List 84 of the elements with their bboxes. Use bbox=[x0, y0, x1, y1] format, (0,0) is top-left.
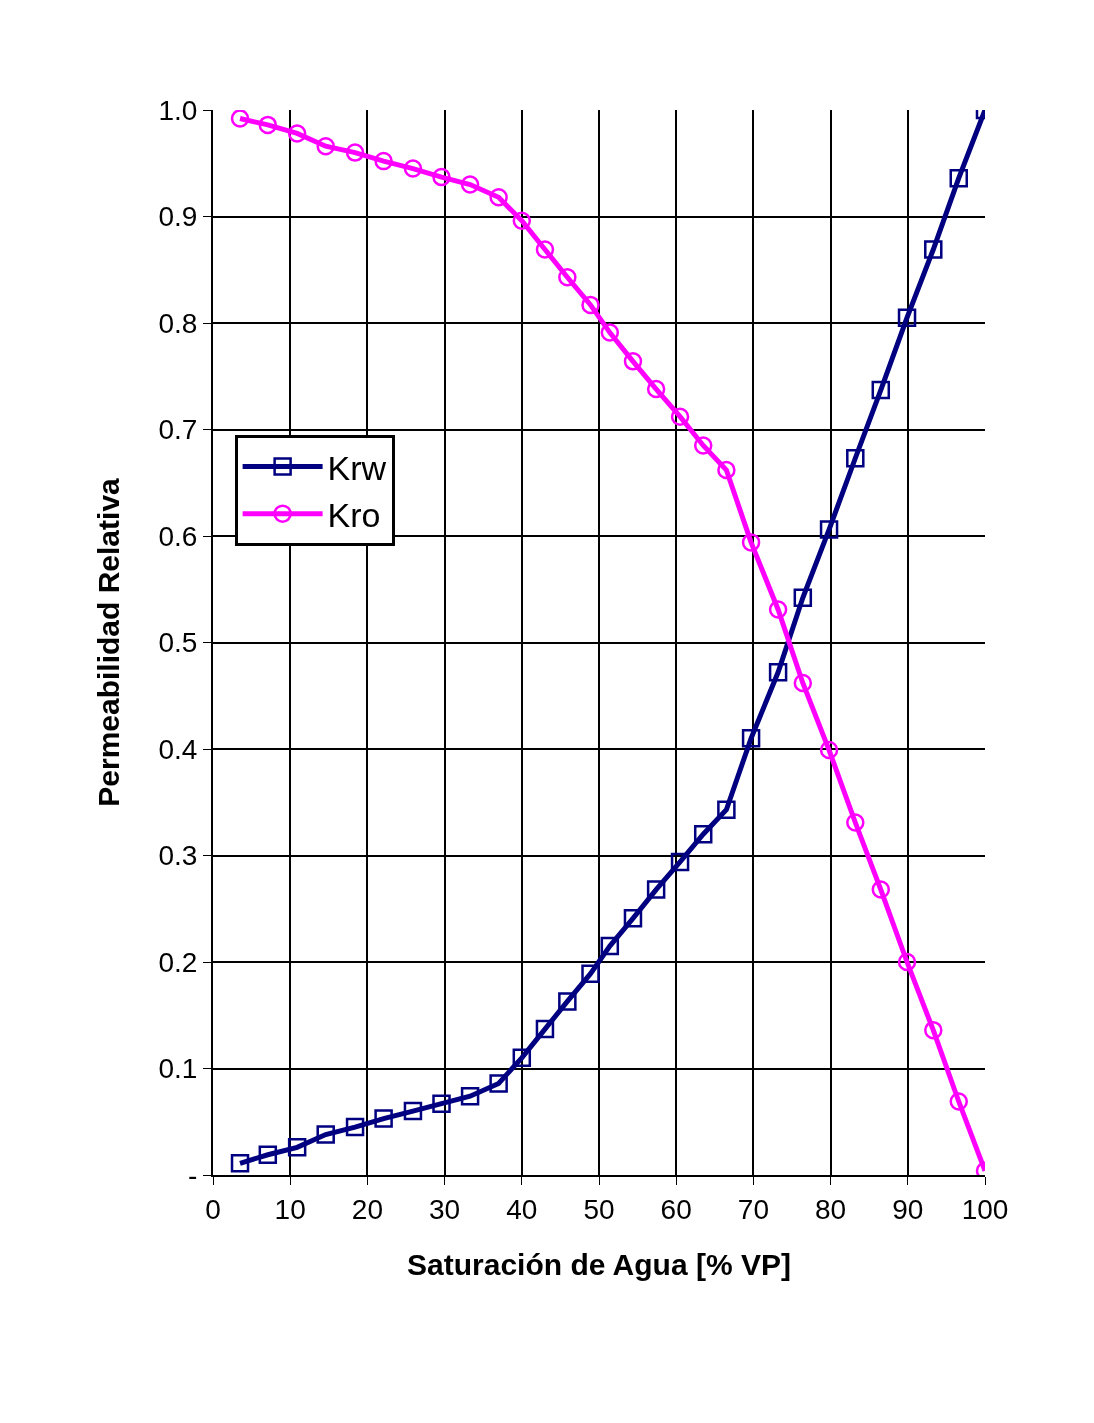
point bbox=[581, 964, 600, 983]
y-tick-label: 1.0 bbox=[158, 94, 198, 126]
point bbox=[846, 813, 865, 832]
point bbox=[512, 211, 532, 230]
y-tick-label: 0.9 bbox=[158, 201, 198, 233]
point bbox=[460, 1086, 480, 1106]
point bbox=[432, 167, 451, 187]
x-tick-label: 50 bbox=[583, 1193, 615, 1225]
y-tick-label: 0.1 bbox=[158, 1053, 198, 1085]
y-axis-title: Permeabilidad Relativa bbox=[91, 477, 125, 807]
point bbox=[535, 240, 555, 259]
x-tick-label: 40 bbox=[506, 1193, 538, 1225]
point bbox=[768, 663, 788, 682]
point bbox=[489, 188, 508, 207]
point bbox=[741, 729, 761, 748]
y-tick-label: 0.6 bbox=[158, 520, 198, 552]
x-tick-label: 90 bbox=[892, 1193, 924, 1225]
x-tick-label: 0 bbox=[205, 1193, 221, 1225]
point bbox=[871, 880, 891, 899]
point bbox=[793, 673, 813, 693]
point bbox=[558, 267, 577, 287]
x-tick-label: 100 bbox=[961, 1193, 1009, 1225]
y-tick-label: 0.5 bbox=[158, 627, 198, 659]
point bbox=[924, 1020, 943, 1040]
y-tick-label: - bbox=[188, 1159, 198, 1191]
x-tick-label: 80 bbox=[815, 1193, 847, 1225]
point bbox=[600, 323, 620, 342]
point bbox=[230, 110, 250, 128]
point bbox=[768, 600, 788, 619]
point bbox=[646, 379, 666, 399]
point bbox=[258, 115, 278, 135]
point bbox=[949, 168, 968, 188]
legend-label: Kro bbox=[327, 495, 381, 534]
point bbox=[287, 124, 307, 143]
point bbox=[403, 1101, 423, 1121]
point bbox=[374, 1109, 393, 1128]
point bbox=[558, 992, 577, 1011]
point bbox=[600, 936, 620, 956]
y-tick-label: 0.3 bbox=[158, 840, 198, 872]
legend-label: Krw bbox=[327, 448, 387, 487]
point bbox=[258, 1145, 278, 1165]
x-tick-label: 10 bbox=[274, 1193, 306, 1225]
point bbox=[897, 952, 917, 972]
point bbox=[316, 1125, 335, 1144]
x-tick-label: 30 bbox=[429, 1193, 461, 1225]
point bbox=[460, 175, 480, 194]
point bbox=[717, 460, 736, 480]
point bbox=[717, 800, 736, 819]
point bbox=[819, 520, 839, 539]
point bbox=[670, 407, 690, 426]
point bbox=[871, 380, 891, 400]
point bbox=[819, 740, 839, 760]
point bbox=[623, 352, 643, 371]
point bbox=[949, 1092, 968, 1111]
point bbox=[581, 295, 600, 315]
point bbox=[670, 852, 690, 872]
point bbox=[489, 1074, 508, 1093]
y-tick-label: 0.8 bbox=[158, 307, 198, 339]
x-tick-label: 20 bbox=[351, 1193, 383, 1225]
point bbox=[897, 308, 917, 327]
point bbox=[512, 1048, 532, 1068]
point bbox=[646, 880, 666, 899]
y-tick-label: 0.4 bbox=[158, 733, 198, 765]
point bbox=[693, 824, 713, 844]
point bbox=[287, 1138, 307, 1157]
point bbox=[403, 159, 423, 178]
x-tick-label: 60 bbox=[660, 1193, 692, 1225]
point bbox=[793, 588, 813, 608]
point bbox=[693, 436, 713, 455]
point bbox=[846, 449, 865, 468]
point bbox=[374, 151, 393, 171]
point bbox=[345, 143, 365, 162]
point bbox=[432, 1094, 451, 1113]
point bbox=[535, 1019, 555, 1039]
point bbox=[345, 1117, 365, 1137]
point bbox=[316, 136, 335, 156]
point bbox=[741, 533, 761, 552]
point bbox=[623, 909, 643, 928]
x-tick-label: 70 bbox=[737, 1193, 769, 1225]
y-tick-label: 0.7 bbox=[158, 414, 198, 446]
y-tick-label: 0.2 bbox=[158, 946, 198, 978]
point bbox=[230, 1154, 250, 1173]
point bbox=[924, 240, 943, 259]
x-axis-title: Saturación de Agua [% VP] bbox=[407, 1247, 791, 1281]
